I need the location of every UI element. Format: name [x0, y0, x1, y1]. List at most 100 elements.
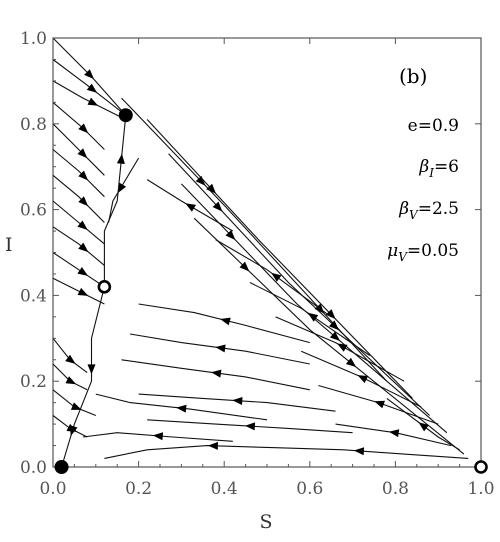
streamline-arrowhead [66, 423, 78, 432]
streamline-arrowhead [418, 422, 429, 432]
streamline [249, 282, 371, 356]
streamline [104, 445, 469, 459]
x-axis-label: S [259, 511, 272, 533]
streamline-arrowhead [207, 441, 218, 450]
stable-equilibrium-point [54, 460, 69, 474]
streamline-arrowhead [87, 97, 99, 106]
streamline [52, 174, 105, 223]
y-tick-label: 1.0 [20, 29, 47, 49]
y-tick-label: 0.2 [20, 372, 47, 392]
streamline-arrowhead [220, 317, 231, 326]
streamline-arrowhead [337, 343, 348, 352]
streamline-arrowhead [70, 402, 82, 410]
y-tick-label: 0.6 [20, 201, 47, 221]
streamline-arrowhead [239, 261, 250, 272]
streamline [146, 119, 413, 399]
parameter-annotation: μV=0.05 [387, 241, 459, 264]
streamline [129, 333, 310, 365]
streamline-arrowhead [176, 404, 187, 413]
streamline-arrowhead [345, 357, 357, 368]
streamline [52, 149, 105, 198]
streamline-arrowhead [77, 220, 88, 230]
streamline [52, 363, 88, 391]
parameter-annotation: βV=2.5 [398, 199, 459, 222]
streamline-arrowhead [388, 429, 400, 438]
streamline-arrowhead [86, 83, 98, 93]
streamline [193, 217, 465, 455]
streamline-arrowhead [78, 242, 89, 253]
x-tick-label: 0.0 [39, 479, 66, 499]
equilibria-layer [54, 108, 488, 474]
parameter-symbol: β [418, 157, 429, 177]
parameter-annotation: e=0.9 [408, 116, 459, 136]
parameter-value: =2.5 [418, 199, 459, 219]
streamline [138, 393, 336, 412]
streamline-arrowhead [87, 364, 96, 375]
streamline-arrowhead [329, 331, 341, 341]
x-tick-label: 1.0 [467, 479, 494, 499]
x-tick-label: 0.8 [382, 479, 409, 499]
streamline-arrowhead [78, 170, 89, 181]
parameter-annotations: e=0.9βI=6βV=2.5μV=0.05 [387, 116, 459, 264]
streamline-arrowhead [215, 344, 226, 353]
parameter-symbol: μ [387, 241, 398, 261]
y-tick-label: 0.8 [20, 115, 47, 135]
streamline [181, 183, 448, 434]
streamline [61, 286, 105, 468]
streamline [52, 80, 122, 118]
parameter-subscript: I [428, 166, 434, 180]
x-tick-label: 0.6 [296, 479, 323, 499]
unstable-equilibrium-point [474, 460, 488, 474]
parameter-symbol: β [398, 199, 409, 219]
streamline-arrowhead [353, 447, 365, 456]
streamline-arrowhead [357, 375, 369, 384]
streamline [82, 432, 233, 442]
streamline-arrowhead [84, 69, 94, 80]
streamline-arrowhead [307, 312, 319, 322]
streamline [103, 115, 127, 287]
streamline [108, 157, 140, 223]
streamline [52, 252, 105, 288]
parameter-annotation: βI=6 [418, 157, 459, 180]
y-axis-label: I [5, 234, 13, 256]
streamline-arrowhead [152, 432, 164, 441]
streamline-arrowhead [329, 320, 339, 331]
y-tick-label: 0.4 [20, 286, 47, 306]
streamline [52, 123, 105, 176]
streamline-arrowhead [206, 183, 216, 194]
streamline [52, 389, 97, 417]
parameter-subscript: V [398, 250, 408, 264]
parameter-value: =0.9 [418, 116, 459, 136]
streamline-arrowhead [185, 203, 196, 212]
streamline-arrowhead [325, 309, 336, 320]
streamline [95, 393, 268, 421]
parameter-symbol: e [408, 116, 418, 136]
streamline-arrowhead [212, 201, 223, 212]
streamline [138, 303, 310, 344]
streamline [52, 226, 105, 266]
streamline-arrowhead [271, 272, 282, 282]
streamline-arrowhead [78, 123, 89, 134]
ticks-layer: 0.0 0.2 0.4 0.6 0.8 1.0 0.0 0.2 0.4 0.6 0.8 1.0 [20, 29, 495, 499]
streamline-arrowhead [116, 153, 125, 164]
unstable-equilibrium-point [97, 280, 112, 294]
streamline [52, 277, 105, 305]
x-tick-label: 0.4 [211, 479, 238, 499]
streamline-arrowhead [374, 400, 385, 409]
streamline [52, 59, 127, 116]
panel-label: (b) [399, 64, 427, 88]
streamline-arrowhead [225, 230, 236, 240]
streamline [215, 239, 332, 318]
y-tick-label: 0.0 [20, 458, 47, 478]
streamline [168, 153, 430, 416]
streamline-arrowhead [65, 354, 76, 364]
streamline [275, 316, 405, 382]
parameter-value: =6 [434, 157, 459, 177]
streamline [52, 200, 105, 245]
streamline-arrowhead [211, 369, 222, 378]
streamline-arrowhead [78, 196, 89, 207]
streamline-arrowhead [244, 422, 256, 431]
streamline [52, 101, 105, 150]
streamline [335, 423, 452, 447]
